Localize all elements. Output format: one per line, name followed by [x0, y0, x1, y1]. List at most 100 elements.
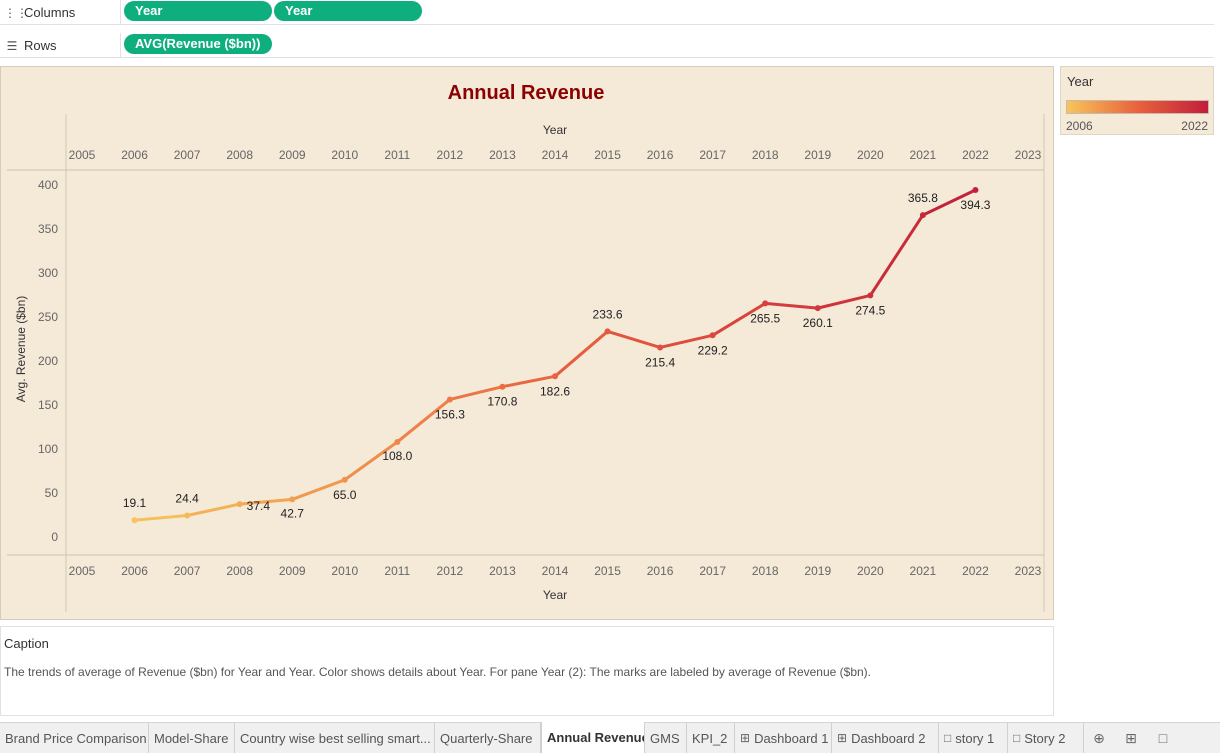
legend-color-ramp [1066, 100, 1209, 114]
tab-gms[interactable]: GMS [645, 723, 687, 753]
chart-title: Annual Revenue [448, 82, 605, 104]
data-label: 24.4 [175, 492, 199, 506]
top-x-tick-label: 2011 [384, 148, 410, 162]
series-line-segment [133, 514, 189, 522]
tab-label: Brand Price Comparison [5, 730, 147, 746]
data-label: 65.0 [333, 488, 357, 502]
new-dashboard-icon[interactable]: ⊞ [1125, 730, 1137, 746]
data-point [709, 332, 716, 339]
top-x-tick-label: 2010 [331, 148, 358, 162]
tab-label: Annual Revenue [547, 730, 645, 745]
sheet-tabs: Brand Price Comparison Model-Share Country… [0, 722, 1220, 753]
tab-label: Quarterly-Share [440, 730, 533, 746]
x-axis-title: Year [543, 588, 567, 602]
data-point [184, 512, 191, 519]
bottom-x-tick-label: 2022 [962, 564, 989, 578]
columns-pill-year-1[interactable]: Year [124, 1, 272, 21]
data-point [814, 305, 821, 312]
tab-story-1[interactable]: □ story 1 [939, 723, 1008, 753]
top-x-tick-label: 2012 [437, 148, 464, 162]
data-label: 260.1 [803, 316, 833, 330]
rows-shelf: ☰ Rows AVG(Revenue ($bn)) [0, 33, 1214, 58]
bottom-x-tick-label: 2019 [804, 564, 831, 578]
y-tick-label: 100 [38, 442, 58, 456]
y-tick-label: 350 [38, 222, 58, 236]
tab-label: GMS [650, 730, 680, 746]
top-x-tick-label: 2018 [752, 148, 779, 162]
top-x-tick-label: 2015 [594, 148, 621, 162]
caption-title: Caption [4, 636, 49, 651]
top-x-tick-label: 2013 [489, 148, 516, 162]
y-tick-label: 150 [38, 398, 58, 412]
series-line-segment [448, 385, 504, 401]
data-label: 108.0 [382, 449, 412, 463]
top-x-tick-label: 2022 [962, 148, 989, 162]
bottom-x-tick-label: 2016 [647, 564, 674, 578]
bottom-x-tick-label: 2012 [437, 564, 464, 578]
tab-model-share[interactable]: Model-Share [149, 723, 235, 753]
data-point [394, 438, 401, 445]
tab-brand-price-comparison[interactable]: Brand Price Comparison [0, 723, 149, 753]
top-x-tick-label: 2023 [1015, 148, 1042, 162]
y-tick-label: 400 [38, 178, 58, 192]
columns-label: Columns [24, 5, 76, 20]
columns-shelf: ⋮⋮ Columns Year Year [0, 0, 1214, 25]
caption-text: The trends of average of Revenue ($bn) f… [4, 665, 871, 679]
data-label: 170.8 [487, 395, 517, 409]
data-label: 19.1 [123, 496, 147, 510]
new-story-icon[interactable]: □ [1158, 730, 1168, 746]
tab-label: story 1 [955, 730, 995, 746]
tab-dashboard-1[interactable]: ⊞ Dashboard 1 [735, 723, 832, 753]
y-tick-label: 50 [45, 486, 59, 500]
top-x-tick-label: 2009 [279, 148, 306, 162]
series-line-segment [868, 213, 925, 297]
dashboard-icon: ⊞ [740, 731, 751, 745]
series-line-segment [395, 397, 452, 444]
series-line-segment [921, 188, 977, 217]
new-worksheet-icon[interactable]: ⊕ [1093, 730, 1105, 746]
bottom-x-tick-label: 2021 [910, 564, 937, 578]
bottom-x-tick-label: 2017 [699, 564, 726, 578]
data-point [604, 328, 611, 335]
data-point [867, 292, 874, 299]
data-label: 365.8 [908, 191, 938, 205]
series-line-segment [238, 497, 294, 506]
bottom-x-tick-label: 2020 [857, 564, 884, 578]
bottom-x-tick-label: 2005 [69, 564, 96, 578]
data-point [446, 396, 453, 403]
tab-story-2[interactable]: □ Story 2 [1008, 723, 1084, 753]
tab-label: Story 2 [1024, 730, 1066, 746]
top-axis-title: Year [543, 123, 567, 137]
rows-shelf-label: ☰ Rows [0, 33, 121, 58]
color-legend[interactable]: Year 2006 2022 [1060, 66, 1214, 135]
bottom-x-tick-label: 2007 [174, 564, 201, 578]
top-x-tick-label: 2017 [699, 148, 726, 162]
rows-label: Rows [24, 38, 57, 53]
data-label: 182.6 [540, 384, 570, 398]
tab-dashboard-2[interactable]: ⊞ Dashboard 2 [832, 723, 939, 753]
tab-label: KPI_2 [692, 730, 728, 746]
top-x-tick-label: 2008 [226, 148, 253, 162]
tab-label: Dashboard 2 [851, 730, 926, 746]
tab-label: Model-Share [154, 730, 229, 746]
rows-pill-avg-revenue[interactable]: AVG(Revenue ($bn)) [124, 34, 272, 54]
data-point [236, 501, 243, 508]
data-label: 394.3 [960, 198, 990, 212]
story-icon: □ [1013, 731, 1021, 745]
tab-kpi-2[interactable]: KPI_2 [687, 723, 735, 753]
data-label: 229.2 [698, 343, 728, 357]
bottom-x-tick-label: 2006 [121, 564, 148, 578]
series-line-segment [343, 440, 399, 482]
data-point [499, 383, 506, 390]
tab-quarterly-share[interactable]: Quarterly-Share [435, 723, 541, 753]
tab-annual-revenue[interactable]: Annual Revenue [541, 722, 645, 753]
bottom-x-tick-label: 2015 [594, 564, 621, 578]
bottom-x-tick-label: 2009 [279, 564, 306, 578]
data-point [972, 187, 979, 194]
bottom-x-tick-label: 2023 [1015, 564, 1042, 578]
y-tick-label: 250 [38, 310, 58, 324]
data-point [289, 496, 296, 503]
columns-pill-year-2[interactable]: Year [274, 1, 422, 21]
bottom-x-tick-label: 2010 [331, 564, 358, 578]
tab-country-wise-best-selling-smart[interactable]: Country wise best selling smart... [235, 723, 435, 753]
